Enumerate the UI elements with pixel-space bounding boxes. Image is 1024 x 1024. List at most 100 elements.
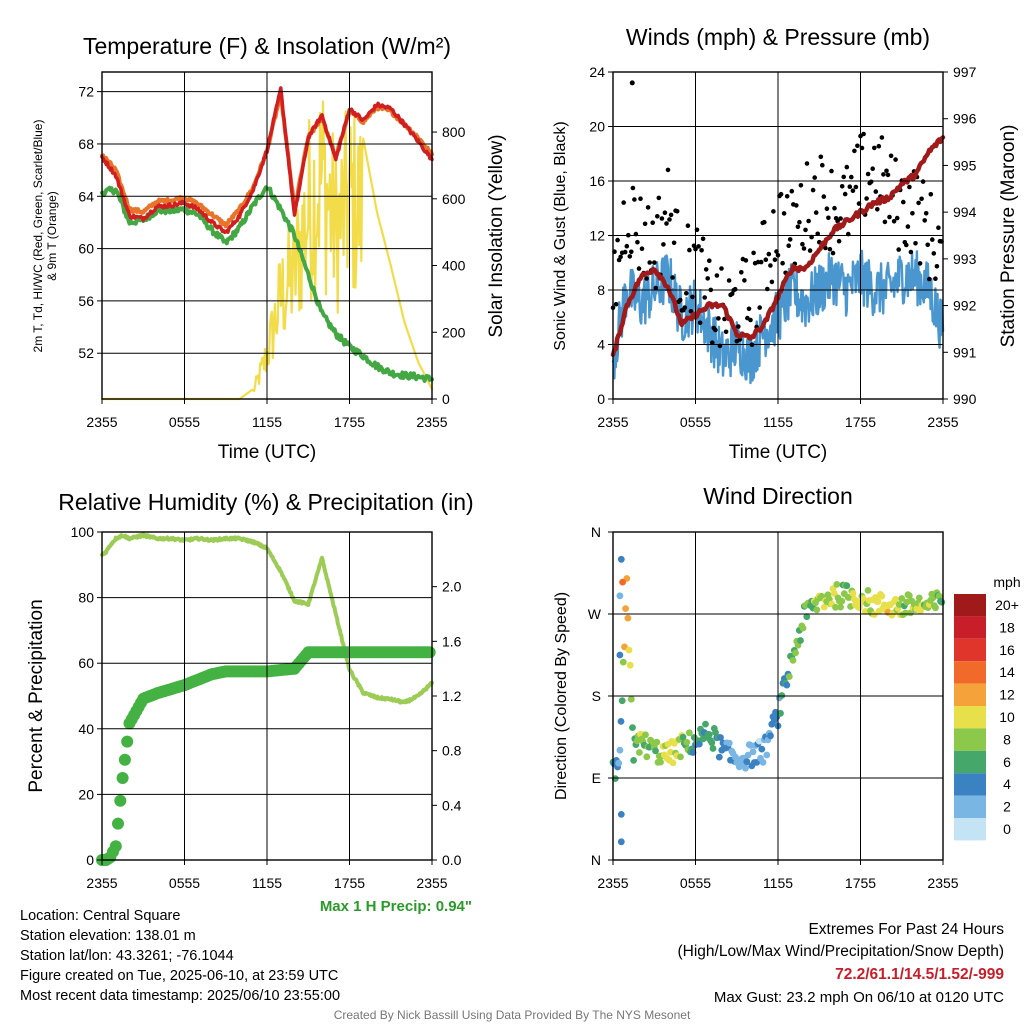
gust-point	[810, 187, 816, 193]
wind-xtick-label: 2355	[597, 414, 628, 430]
direction-point	[838, 597, 846, 605]
gust-point	[838, 216, 843, 221]
gust-point	[629, 249, 634, 255]
gust-point	[766, 251, 772, 257]
gust-point	[690, 294, 695, 300]
gust-point	[824, 206, 830, 211]
gust-point	[787, 237, 793, 242]
recent-timestamp: Most recent data timestamp: 2025/06/10 2…	[20, 988, 341, 1004]
gust-point	[839, 184, 845, 189]
gust-point	[687, 247, 692, 253]
temperature-ytick-label: 64	[78, 188, 94, 204]
speed-legend-label: 4	[1003, 776, 1011, 792]
gust-point	[667, 217, 672, 222]
speed-legend-label: 0	[1003, 821, 1011, 837]
direction-point	[624, 614, 632, 622]
gust-point	[870, 166, 875, 171]
gust-point	[732, 286, 738, 292]
gust-point	[806, 218, 811, 224]
gust-point	[743, 258, 749, 263]
direction-point	[709, 745, 717, 752]
direction-point	[626, 661, 634, 669]
gust-point	[813, 210, 819, 215]
gust-point	[662, 210, 668, 215]
wind-y2tick-label: 994	[953, 204, 977, 220]
gust-point	[664, 221, 669, 226]
gust-point	[786, 243, 791, 248]
humidity-ytick-label: 0	[86, 852, 94, 868]
gust-point	[772, 257, 778, 263]
gust-point	[677, 297, 683, 303]
direction-point	[629, 724, 636, 731]
direction-point	[759, 758, 767, 766]
gust-point	[751, 250, 756, 256]
direction-point	[743, 758, 751, 766]
direction-point	[843, 582, 851, 590]
gust-point	[671, 240, 677, 246]
direction-point	[622, 605, 629, 612]
gust-point	[931, 251, 937, 256]
gust-point	[630, 185, 636, 191]
wind-y2tick-label: 991	[953, 344, 977, 360]
precip-point	[423, 646, 436, 659]
temperature-xtick-label: 1155	[252, 414, 282, 430]
speed-legend-swatch	[954, 750, 986, 774]
gust-point	[778, 191, 784, 197]
wind-ytick-label: 12	[589, 228, 605, 244]
precip-point	[109, 840, 122, 853]
gust-point	[894, 215, 900, 221]
gust-point	[815, 231, 820, 237]
wind-title: Winds (mph) & Pressure (mb)	[626, 24, 930, 50]
gust-point	[908, 249, 914, 255]
temperature-xtick-label: 2355	[416, 414, 447, 430]
gust-point	[653, 285, 659, 291]
direction-point	[862, 608, 869, 615]
gust-point	[768, 263, 773, 268]
direction-point	[917, 607, 924, 615]
gust-point	[832, 205, 837, 211]
humidity-ytick-label: 60	[78, 655, 94, 671]
gust-point	[674, 209, 680, 214]
direction-point	[619, 658, 627, 666]
gust-point	[748, 317, 753, 323]
gust-point	[645, 205, 651, 210]
gust-point	[719, 266, 724, 271]
humidity-xtick-label: 2355	[86, 875, 117, 891]
precip-point	[116, 772, 129, 784]
gust-point	[927, 276, 932, 282]
temperature-ylabel-line2: & 9m T (Orange)	[45, 191, 59, 281]
temperature-y2tick-label: 0	[442, 391, 450, 407]
humidity-xtick-label: 0555	[169, 875, 200, 891]
speed-legend-swatch	[954, 795, 986, 818]
direction-point	[742, 764, 749, 772]
gust-point	[803, 227, 808, 233]
gust-point	[622, 249, 628, 255]
gust-point	[632, 197, 637, 202]
direction-point	[689, 749, 697, 756]
temperature-title: Temperature (F) & Insolation (W/m²)	[83, 33, 451, 59]
direction-point	[669, 759, 677, 767]
gust-point	[925, 242, 930, 248]
direction-point	[837, 603, 844, 611]
direction-ytick-label: S	[592, 688, 601, 704]
direction-point	[878, 592, 886, 600]
precip-point	[121, 735, 134, 748]
gust-point	[650, 220, 655, 225]
humidity-y2tick-label: 0.0	[442, 852, 462, 868]
humidity-ytick-label: 20	[78, 786, 94, 802]
credit-line: Created By Nick Bassill Using Data Provi…	[334, 1008, 691, 1022]
direction-ylabel: Direction (Colored By Speed)	[553, 592, 570, 800]
direction-point	[813, 606, 821, 614]
speed-legend-label: 8	[1003, 731, 1011, 747]
gust-point	[795, 224, 801, 230]
speed-legend-swatch	[954, 773, 986, 796]
gust-point	[613, 301, 619, 307]
gust-point	[707, 258, 712, 264]
speed-legend-label: 6	[1003, 754, 1011, 770]
gust-point	[876, 143, 882, 149]
gust-point	[710, 340, 715, 346]
gust-point	[879, 135, 885, 140]
gust-point	[875, 207, 880, 212]
speed-legend-swatch	[954, 706, 986, 729]
